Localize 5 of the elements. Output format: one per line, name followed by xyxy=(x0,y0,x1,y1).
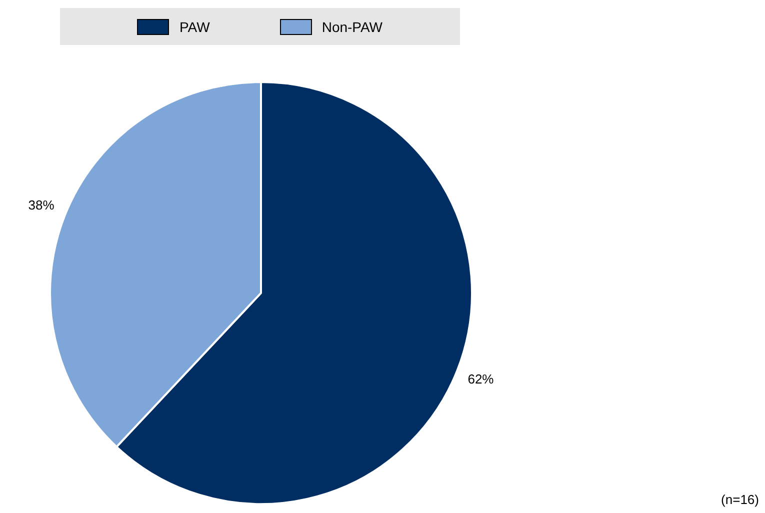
legend-label: PAW xyxy=(179,18,210,34)
legend-label: Non-PAW xyxy=(322,18,383,34)
data-label: 62% xyxy=(468,372,494,387)
text: (n=16) xyxy=(721,492,759,507)
data-label: 38% xyxy=(28,198,55,213)
